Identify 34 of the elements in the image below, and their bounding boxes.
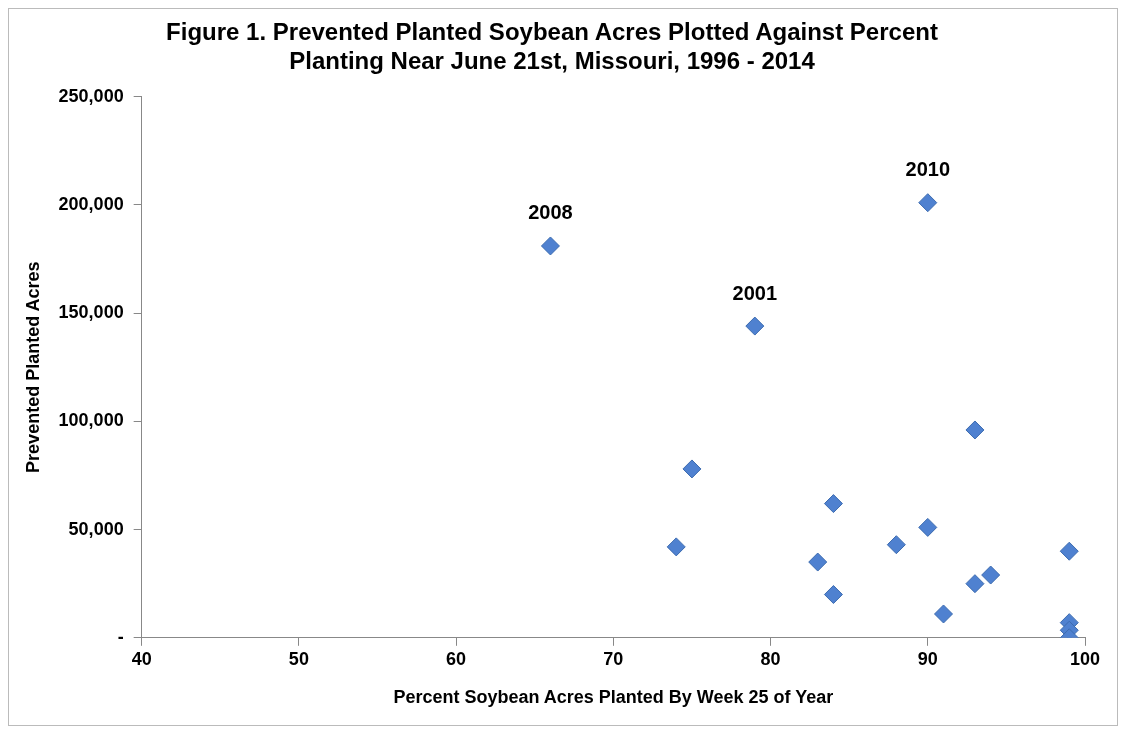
annotation: 2001 — [732, 281, 778, 304]
point — [918, 517, 938, 537]
point — [823, 585, 843, 604]
point — [666, 537, 686, 557]
x-tick-label: 100 — [1069, 648, 1101, 669]
point — [1059, 541, 1079, 561]
point — [934, 604, 953, 624]
x-tick-label: 70 — [603, 648, 624, 669]
point — [745, 316, 765, 336]
y-tick-label: 100,000 — [58, 410, 124, 431]
y-axis-title: Prevented Planted Acres — [22, 261, 43, 473]
point — [682, 459, 702, 479]
y-tick-label: 50,000 — [68, 518, 124, 539]
y-tick-label: 250,000 — [58, 85, 124, 106]
point — [918, 193, 938, 213]
x-tick-label: 40 — [131, 648, 152, 669]
point — [981, 565, 1001, 585]
x-tick-label: 90 — [917, 648, 938, 669]
point — [808, 552, 828, 572]
chart-title: Figure 1. Prevented Planted Soybean Acres Plotted Against Percent Planting Near June 21st, Missouri, 1996 - 2014 — [166, 18, 938, 74]
x-tick-label: 80 — [760, 648, 781, 669]
x-tick-label: 60 — [446, 648, 467, 669]
x-tick-label: 50 — [288, 648, 309, 669]
point — [965, 420, 985, 440]
y-tick-label: 200,000 — [58, 193, 124, 214]
point — [886, 535, 906, 555]
point — [965, 574, 985, 594]
x-axis-title: Percent Soybean Acres Planted By Week 25 of Year — [393, 687, 834, 708]
y-tick-label: - — [117, 626, 124, 647]
point — [823, 494, 843, 514]
annotation: 2008 — [528, 201, 573, 224]
point — [540, 236, 560, 256]
annotation: 2010 — [905, 158, 951, 181]
y-tick-label: 150,000 — [58, 302, 124, 323]
